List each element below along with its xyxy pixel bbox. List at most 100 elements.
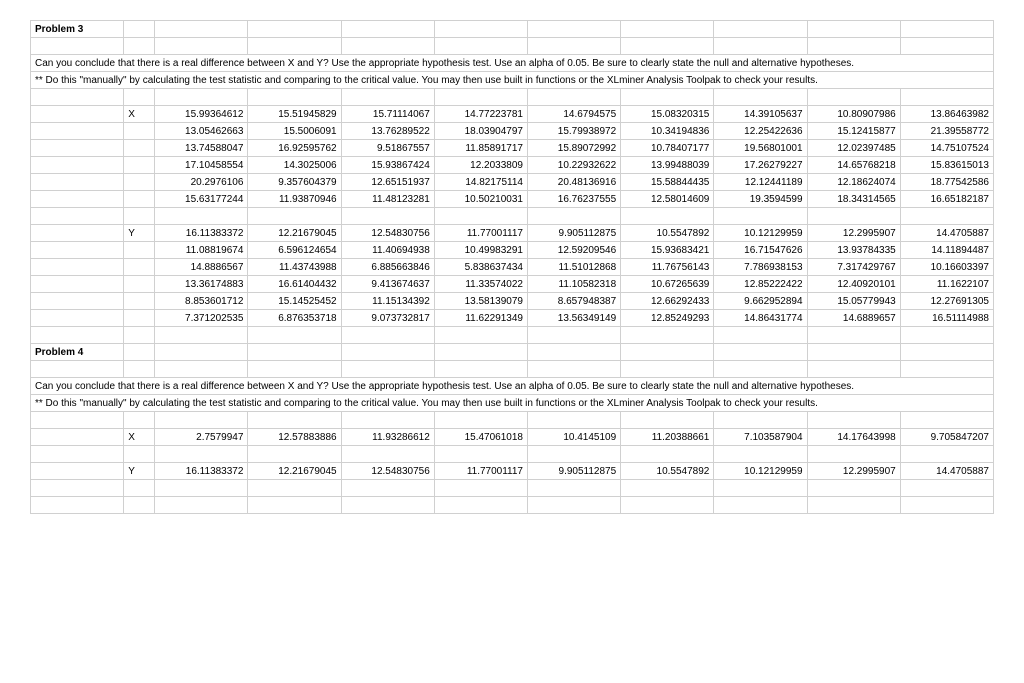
p3-x-3-2: 15.93867424 [341,157,434,174]
p3-y-4-6: 9.662952894 [714,293,807,310]
p3-y-2-3: 5.838637434 [434,259,527,276]
p3-y-1-1: 6.596124654 [248,242,341,259]
problem4-y-label: Y [124,463,155,480]
p3-y-3-6: 12.85222422 [714,276,807,293]
p4-y-0: 16.11383372 [155,463,248,480]
p3-y-3-4: 11.10582318 [528,276,621,293]
p4-y-4: 9.905112875 [528,463,621,480]
p3-y-5-6: 14.86431774 [714,310,807,327]
p3-y-0-8: 14.4705887 [900,225,993,242]
p3-x-4-3: 14.82175114 [434,174,527,191]
p3-x-5-7: 18.34314565 [807,191,900,208]
p3-y-2-1: 11.43743988 [248,259,341,276]
p3-y-4-0: 8.853601712 [155,293,248,310]
p3-x-4-8: 18.77542586 [900,174,993,191]
p3-y-5-3: 11.62291349 [434,310,527,327]
p3-y-5-4: 13.56349149 [528,310,621,327]
p4-x-3: 15.47061018 [434,429,527,446]
p3-y-5-7: 14.6889657 [807,310,900,327]
p3-y-5-5: 12.85249293 [621,310,714,327]
p3-x-1-8: 21.39558772 [900,123,993,140]
p3-x-4-2: 12.65151937 [341,174,434,191]
p3-y-1-5: 15.93683421 [621,242,714,259]
p3-y-0-4: 9.905112875 [528,225,621,242]
p3-y-3-2: 9.413674637 [341,276,434,293]
p4-x-2: 11.93286612 [341,429,434,446]
p3-y-1-4: 12.59209546 [528,242,621,259]
p4-y-8: 14.4705887 [900,463,993,480]
p3-y-4-8: 12.27691305 [900,293,993,310]
problem4-x-label: X [124,429,155,446]
p3-y-3-3: 11.33574022 [434,276,527,293]
p3-y-0-2: 12.54830756 [341,225,434,242]
p3-y-0-6: 10.12129959 [714,225,807,242]
p4-x-6: 7.103587904 [714,429,807,446]
p3-y-4-4: 8.657948387 [528,293,621,310]
p3-x-2-0: 13.74588047 [155,140,248,157]
p4-x-7: 14.17643998 [807,429,900,446]
p3-x-4-6: 12.12441189 [714,174,807,191]
p3-x-0-4: 14.6794575 [528,106,621,123]
p4-y-7: 12.2995907 [807,463,900,480]
p3-y-3-0: 13.36174883 [155,276,248,293]
p3-x-0-5: 15.08320315 [621,106,714,123]
p3-x-4-7: 12.18624074 [807,174,900,191]
p3-x-3-8: 15.83615013 [900,157,993,174]
problem3-y-label: Y [124,225,155,242]
p3-y-3-7: 12.40920101 [807,276,900,293]
p3-y-2-8: 10.16603397 [900,259,993,276]
p4-y-1: 12.21679045 [248,463,341,480]
p4-x-8: 9.705847207 [900,429,993,446]
p3-x-4-4: 20.48136916 [528,174,621,191]
p3-x-3-4: 10.22932622 [528,157,621,174]
p3-x-0-3: 14.77223781 [434,106,527,123]
p4-x-5: 11.20388661 [621,429,714,446]
p3-y-4-7: 15.05779943 [807,293,900,310]
p3-x-3-1: 14.3025006 [248,157,341,174]
p3-x-2-2: 9.51867557 [341,140,434,157]
p3-x-0-6: 14.39105637 [714,106,807,123]
p3-x-5-0: 15.63177244 [155,191,248,208]
p3-y-3-5: 10.67265639 [621,276,714,293]
p3-x-5-1: 11.93870946 [248,191,341,208]
p3-x-5-6: 19.3594599 [714,191,807,208]
p3-y-4-2: 11.15134392 [341,293,434,310]
p3-x-3-3: 12.2033809 [434,157,527,174]
p3-x-0-8: 13.86463982 [900,106,993,123]
p3-x-2-5: 10.78407177 [621,140,714,157]
p3-x-5-4: 16.76237555 [528,191,621,208]
p3-y-1-0: 11.08819674 [155,242,248,259]
problem3-x-label: X [124,106,155,123]
p3-x-2-4: 15.89072992 [528,140,621,157]
p3-x-4-1: 9.357604379 [248,174,341,191]
p4-y-6: 10.12129959 [714,463,807,480]
p3-y-4-3: 13.58139079 [434,293,527,310]
p3-y-2-5: 11.76756143 [621,259,714,276]
p3-x-2-7: 12.02397485 [807,140,900,157]
p3-x-5-5: 12.58014609 [621,191,714,208]
p3-x-5-2: 11.48123281 [341,191,434,208]
problem3-title: Problem 3 [31,21,124,38]
p3-y-0-3: 11.77001117 [434,225,527,242]
p3-x-1-3: 18.03904797 [434,123,527,140]
p3-x-1-7: 15.12415877 [807,123,900,140]
p3-x-0-2: 15.71114067 [341,106,434,123]
p3-x-3-0: 17.10458554 [155,157,248,174]
p3-y-0-7: 12.2995907 [807,225,900,242]
problem4-desc1: Can you conclude that there is a real di… [31,378,994,395]
p3-x-2-6: 19.56801001 [714,140,807,157]
p3-y-0-5: 10.5547892 [621,225,714,242]
p3-y-2-4: 11.51012868 [528,259,621,276]
p4-x-4: 10.4145109 [528,429,621,446]
problem3-desc1: Can you conclude that there is a real di… [31,55,994,72]
problem4-title: Problem 4 [31,344,124,361]
p3-x-4-5: 15.58844435 [621,174,714,191]
p3-x-0-0: 15.99364612 [155,106,248,123]
p4-y-2: 12.54830756 [341,463,434,480]
p3-x-0-7: 10.80907986 [807,106,900,123]
p3-y-2-0: 14.8886567 [155,259,248,276]
p3-x-2-3: 11.85891717 [434,140,527,157]
p3-y-1-8: 14.11894487 [900,242,993,259]
p3-x-1-2: 13.76289522 [341,123,434,140]
spreadsheet-table: Problem 3 Can you conclude that there is … [30,20,994,514]
